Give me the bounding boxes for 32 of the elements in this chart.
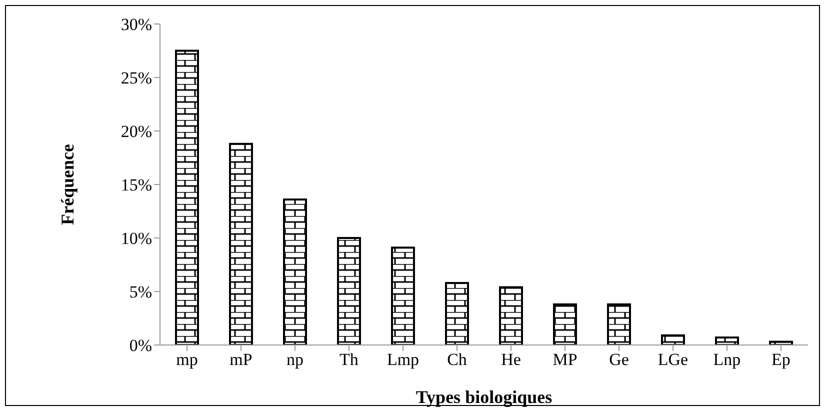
x-tick-label: He [501,350,521,370]
y-tick-label: 15% [120,176,152,195]
bar [445,282,469,345]
bar [175,50,199,345]
bar [229,142,253,345]
bar [553,303,577,345]
y-tick-label: 0% [129,336,152,356]
x-tick-label: Lnp [713,350,741,370]
y-tick-label: 30% [120,15,152,34]
y-tick-label: 25% [120,68,152,88]
y-axis-title: Fréquence [57,144,78,225]
bar [337,237,361,345]
bar [607,303,631,345]
bar [661,334,685,345]
x-tick-label: mP [230,350,252,370]
x-tick-label: np [286,350,304,370]
x-tick-label: MP [552,350,578,370]
x-axis-title: Types biologiques [416,387,552,407]
bar [499,286,523,345]
y-tick-label: 5% [129,282,152,302]
x-tick-label: LGe [658,350,688,370]
x-tick-label: Ch [447,350,468,370]
x-tick-label: mp [176,350,198,370]
x-tick-label: Lmp [386,350,420,370]
x-tick-label: Ep [772,350,790,370]
y-tick-label: 20% [120,122,152,142]
bar [715,336,739,345]
bar [391,246,415,345]
x-tick-label: Th [340,350,359,370]
bar [283,198,307,345]
y-tick-label: 10% [120,229,152,248]
x-tick-label: Ge [609,350,629,370]
